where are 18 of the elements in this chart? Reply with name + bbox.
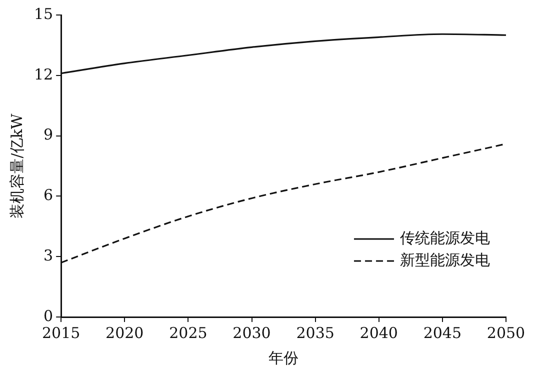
x-tick-label: 2025: [169, 324, 208, 342]
x-tick-label: 2045: [423, 324, 462, 342]
x-tick-label: 2015: [42, 324, 80, 342]
y-tick-label: 0: [44, 306, 54, 325]
x-tick-label: 2020: [106, 324, 144, 342]
legend-label: 传统能源发电: [400, 228, 490, 247]
x-tick-label: 2035: [296, 324, 334, 342]
y-tick-label: 12: [34, 65, 54, 84]
y-tick-label: 3: [44, 246, 54, 264]
y-tick-label: 6: [44, 186, 54, 204]
x-axis-title: 年份: [268, 348, 299, 367]
y-axis-title: 装机容量/亿kW: [8, 113, 26, 218]
x-tick-label: 2050: [486, 324, 526, 342]
x-tick-label: 2040: [360, 324, 398, 342]
x-tick-label: 2030: [232, 324, 271, 342]
y-tick-label: 15: [34, 4, 54, 23]
legend-label: 新型能源发电: [400, 250, 490, 269]
y-tick-label: 9: [44, 126, 54, 144]
